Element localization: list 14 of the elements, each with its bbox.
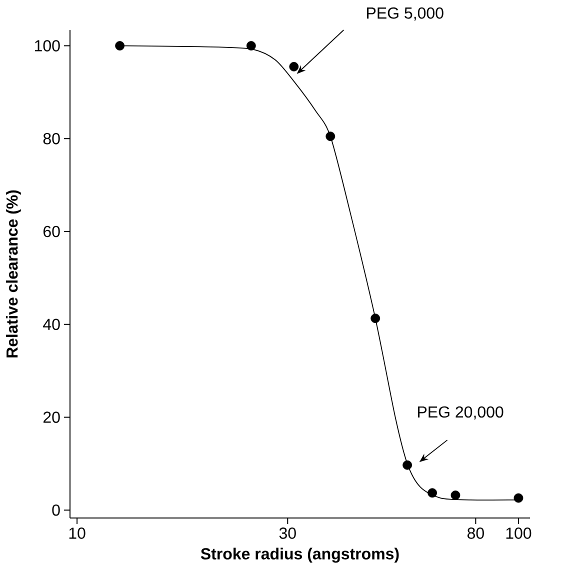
y-tick-label: 0 [52, 504, 60, 516]
y-tick-label: 40 [43, 318, 60, 330]
annotation: PEG 20,000 [418, 406, 504, 420]
y-tick-label: 100 [35, 40, 60, 52]
y-tick-label: 20 [43, 412, 60, 423]
y-axis-title: Relative clearance (%) [6, 190, 21, 358]
x-tick-label: 100 [506, 528, 532, 539]
x-tick-label: 30 [279, 528, 296, 539]
y-tick-label: 60 [44, 226, 60, 238]
text: PEG 5,000 [367, 7, 444, 21]
x-tick-label: 10 [69, 528, 86, 539]
y-tick-label: 80 [43, 132, 60, 144]
x-axis-title: Stroke radius (angstroms) [200, 548, 399, 563]
x-tick-label: 80 [467, 528, 484, 539]
